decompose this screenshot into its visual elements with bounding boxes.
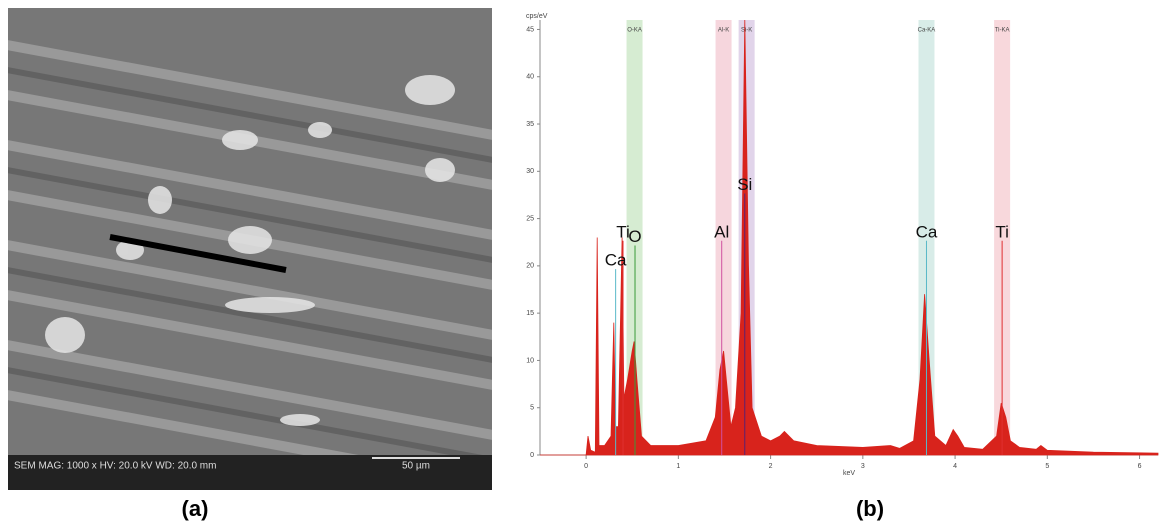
scan-line [109,234,287,273]
sem-info: SEM MAG: 1000 x HV: 20.0 kV WD: 20.0 mm [14,461,216,472]
element-label: Ca [916,222,938,241]
x-tick-label: 5 [1045,463,1049,470]
line-marker-band [626,20,643,455]
y-tick-label: 15 [526,310,534,317]
line-marker-label: Al-K [718,28,729,34]
line-marker-label: O-KA [627,28,642,34]
element-label: Si [737,175,752,194]
y-tick-label: 5 [530,405,534,412]
x-tick-label: 4 [953,463,957,470]
element-label: Ti [995,222,1009,241]
sem-info-bar [8,455,492,490]
y-tick-label: 20 [526,263,534,270]
y-axis-label: cps/eV [526,13,548,20]
line-marker-label: Ca-KA [918,28,936,34]
y-tick-label: 0 [530,452,534,459]
y-tick-label: 35 [526,121,534,128]
sem-grooves [8,67,492,463]
y-tick-label: 45 [526,26,534,33]
y-tick-label: 40 [526,74,534,81]
y-tick-label: 10 [526,357,534,364]
y-tick-label: 30 [526,168,534,175]
element-label: Ca [605,251,627,270]
sem-image: SEM MAG: 1000 x HV: 20.0 kV WD: 20.0 mm … [8,8,492,490]
x-tick-label: 2 [769,463,773,470]
line-marker-band [994,20,1011,455]
scale-bar-label: 50 µm [402,461,430,472]
x-tick-label: 1 [676,463,680,470]
element-label: O [628,227,641,246]
line-marker-label: Si-K [741,28,752,34]
spectrum-chart: O-KA Al-K Si-K Ca-KA Ti-KA051015202530354045… [526,13,1159,477]
x-tick-label: 0 [584,463,588,470]
element-label: Al [714,222,729,241]
x-tick-label: 6 [1138,463,1142,470]
spectrum [540,19,1159,456]
x-tick-label: 3 [861,463,865,470]
element-label: Ti [616,222,630,241]
y-tick-label: 25 [526,215,534,222]
sem-particles [45,75,455,426]
panel-label: (b) [856,496,884,521]
line-marker-label: Ti-KA [995,28,1010,34]
line-marker-band [715,20,732,455]
x-axis-label: keV [843,470,855,477]
panel-label: (a) [182,496,209,521]
